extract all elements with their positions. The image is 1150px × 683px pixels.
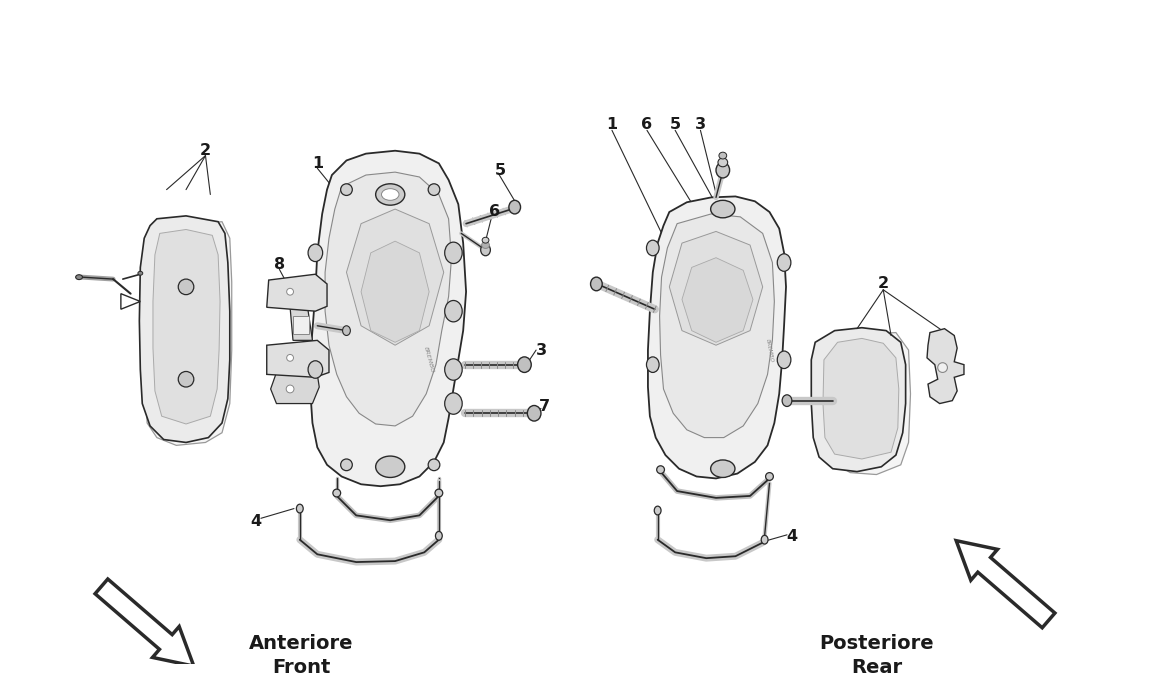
Ellipse shape xyxy=(718,158,728,167)
Ellipse shape xyxy=(428,184,439,195)
Ellipse shape xyxy=(481,244,490,255)
Text: 1: 1 xyxy=(312,156,323,171)
Polygon shape xyxy=(669,232,762,345)
Text: 2: 2 xyxy=(877,277,889,292)
Ellipse shape xyxy=(782,395,792,406)
Ellipse shape xyxy=(286,288,293,295)
Ellipse shape xyxy=(445,301,462,322)
Ellipse shape xyxy=(445,393,462,415)
Ellipse shape xyxy=(340,184,352,195)
Polygon shape xyxy=(267,274,327,311)
Polygon shape xyxy=(267,340,329,377)
Ellipse shape xyxy=(286,385,294,393)
Ellipse shape xyxy=(178,279,194,294)
Ellipse shape xyxy=(716,163,729,178)
Ellipse shape xyxy=(343,326,351,335)
Ellipse shape xyxy=(178,372,194,387)
Polygon shape xyxy=(145,222,232,445)
Text: 6: 6 xyxy=(642,117,652,132)
Polygon shape xyxy=(346,209,444,345)
Polygon shape xyxy=(823,338,899,459)
Ellipse shape xyxy=(445,359,462,380)
Polygon shape xyxy=(153,229,220,424)
Polygon shape xyxy=(290,307,313,340)
FancyArrow shape xyxy=(956,541,1055,628)
Text: 5: 5 xyxy=(494,163,506,178)
Ellipse shape xyxy=(436,531,443,540)
Text: 2: 2 xyxy=(200,143,212,158)
Text: BREMBO: BREMBO xyxy=(765,338,774,362)
Text: 1: 1 xyxy=(606,117,618,132)
Ellipse shape xyxy=(646,357,659,372)
Ellipse shape xyxy=(654,506,661,515)
Ellipse shape xyxy=(340,459,352,471)
Polygon shape xyxy=(811,328,905,472)
Text: 7: 7 xyxy=(539,399,551,414)
Polygon shape xyxy=(682,257,753,342)
Polygon shape xyxy=(309,151,466,486)
Polygon shape xyxy=(139,216,230,443)
Text: Anteriore
Front: Anteriore Front xyxy=(248,635,353,677)
Ellipse shape xyxy=(777,254,791,271)
Polygon shape xyxy=(325,172,452,426)
Ellipse shape xyxy=(308,244,323,262)
Ellipse shape xyxy=(657,466,665,473)
Ellipse shape xyxy=(711,200,735,218)
Ellipse shape xyxy=(528,406,540,421)
Ellipse shape xyxy=(332,489,340,497)
Ellipse shape xyxy=(435,489,443,497)
Ellipse shape xyxy=(482,242,490,249)
Ellipse shape xyxy=(937,363,948,372)
Ellipse shape xyxy=(591,277,603,291)
Polygon shape xyxy=(121,294,140,309)
Ellipse shape xyxy=(428,459,439,471)
Ellipse shape xyxy=(286,354,293,361)
Polygon shape xyxy=(270,372,320,404)
Ellipse shape xyxy=(382,189,399,200)
Ellipse shape xyxy=(711,460,735,477)
Text: BREMBO: BREMBO xyxy=(423,346,435,374)
Ellipse shape xyxy=(297,504,304,513)
Text: 3: 3 xyxy=(695,117,706,132)
Text: Posteriore
Rear: Posteriore Rear xyxy=(820,635,934,677)
Ellipse shape xyxy=(518,357,531,372)
Text: 4: 4 xyxy=(251,514,261,529)
Polygon shape xyxy=(361,241,429,342)
Ellipse shape xyxy=(482,237,489,243)
Ellipse shape xyxy=(308,361,323,378)
Polygon shape xyxy=(660,214,774,438)
Polygon shape xyxy=(927,329,964,404)
Ellipse shape xyxy=(646,240,659,255)
Polygon shape xyxy=(647,197,785,478)
Ellipse shape xyxy=(719,152,727,159)
Ellipse shape xyxy=(509,200,521,214)
Text: 8: 8 xyxy=(274,257,285,272)
Ellipse shape xyxy=(376,184,405,205)
Ellipse shape xyxy=(76,275,83,279)
Text: 6: 6 xyxy=(489,204,500,219)
Polygon shape xyxy=(829,333,911,475)
Ellipse shape xyxy=(777,351,791,369)
Text: 5: 5 xyxy=(669,117,681,132)
Bar xyxy=(293,316,308,333)
Ellipse shape xyxy=(376,456,405,477)
Ellipse shape xyxy=(761,535,768,544)
Text: 3: 3 xyxy=(536,343,546,358)
Text: 4: 4 xyxy=(787,529,797,544)
Ellipse shape xyxy=(445,242,462,264)
Ellipse shape xyxy=(766,473,773,480)
Ellipse shape xyxy=(138,271,143,275)
FancyArrow shape xyxy=(95,579,194,666)
